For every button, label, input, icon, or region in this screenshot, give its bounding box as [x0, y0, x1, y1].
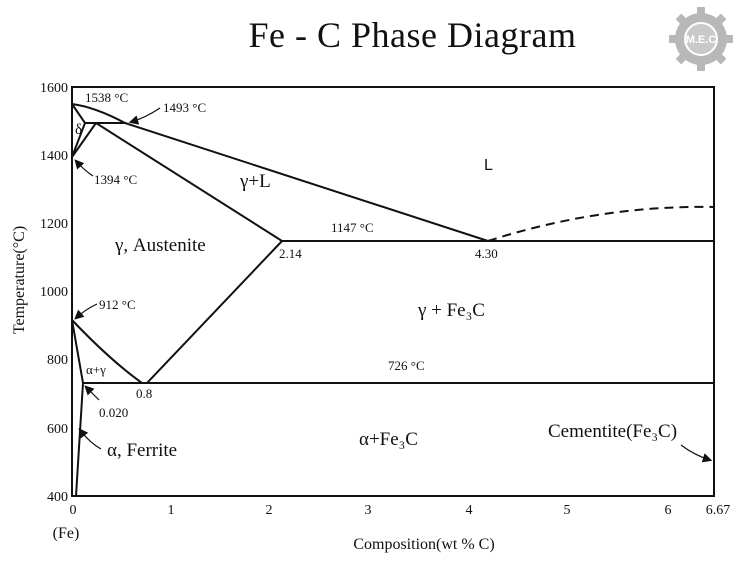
plot-frame — [71, 86, 715, 497]
annotation-0-8: 0.8 — [136, 386, 152, 401]
annotation-1493: 1493 °C — [163, 100, 206, 115]
y-tick-800: 800 — [47, 353, 68, 368]
arrow-ferrite — [78, 428, 102, 450]
x-tick-0: 0 — [70, 503, 77, 518]
y-axis-label: Temperature(°C) — [11, 226, 28, 334]
solidus-line — [95, 122, 283, 242]
a3-line — [71, 319, 143, 384]
region-gamma-liquid: γ+L — [239, 171, 271, 192]
region-delta: δ — [75, 122, 82, 138]
annotation-4-30: 4.30 — [475, 246, 498, 261]
page-title: Fe - C Phase Diagram — [248, 15, 577, 55]
delta-boundary — [71, 103, 86, 158]
region-alpha-gamma: α+γ — [86, 362, 106, 377]
acm-line — [146, 240, 283, 384]
y-tick-1400: 1400 — [40, 149, 68, 164]
x-axis-label: Composition(wt % C) — [353, 536, 494, 553]
region-ferrite: α, Ferrite — [107, 440, 177, 461]
annotation-0-020: 0.020 — [99, 405, 128, 420]
annotation-1538: 1538 °C — [85, 90, 128, 105]
x-tick-6-67: 6.67 — [706, 503, 731, 518]
y-tick-1200: 1200 — [40, 217, 68, 232]
y-tick-1600: 1600 — [40, 81, 68, 96]
delta-gamma-line — [71, 122, 97, 158]
liquidus-line — [71, 103, 489, 242]
region-liquid: L — [484, 157, 493, 174]
x-origin-label: (Fe) — [53, 525, 80, 542]
x-tick-4: 4 — [466, 503, 473, 518]
alpha-solvus-line — [71, 319, 84, 497]
annotation-912: 912 °C — [99, 297, 136, 312]
y-tick-400: 400 — [47, 490, 68, 505]
cementite-liquidus-dashed — [487, 205, 715, 242]
arrow-cementite — [680, 444, 713, 463]
arrow-912 — [74, 303, 98, 320]
logo-gear-icon: M.E.C — [669, 7, 733, 71]
arrow-1493 — [128, 107, 161, 125]
arrow-0020 — [84, 385, 100, 401]
region-alpha-cementite: α+Fe₃C — [359, 429, 418, 450]
annotation-1394: 1394 °C — [94, 172, 137, 187]
annotation-1147: 1147 °C — [331, 220, 374, 235]
x-tick-2: 2 — [266, 503, 273, 518]
x-tick-6: 6 — [665, 503, 672, 518]
arrow-1394 — [74, 159, 94, 177]
annotation-2-14: 2.14 — [279, 246, 302, 261]
x-tick-1: 1 — [168, 503, 175, 518]
y-tick-600: 600 — [47, 422, 68, 437]
logo-text: M.E.C — [686, 34, 717, 46]
region-cementite: Cementite(Fe₃C) — [548, 421, 677, 442]
x-tick-3: 3 — [365, 503, 372, 518]
region-gamma-cementite: γ + Fe₃C — [417, 300, 485, 321]
region-austenite: γ, Austenite — [114, 235, 206, 256]
y-tick-1000: 1000 — [40, 285, 68, 300]
x-tick-5: 5 — [564, 503, 571, 518]
annotation-726: 726 °C — [388, 358, 425, 373]
